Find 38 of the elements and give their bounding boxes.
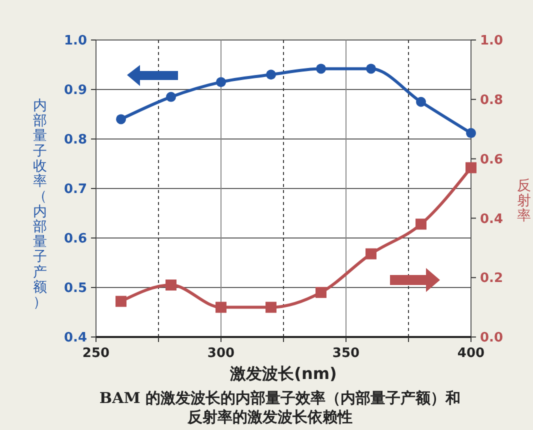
text: 内部量子收率（内部量子产额） bbox=[33, 98, 47, 311]
point bbox=[166, 280, 176, 291]
y-tick-label: 0.8 bbox=[64, 132, 87, 148]
point bbox=[316, 286, 326, 298]
text: 反射率的激发波长依赖性 bbox=[186, 408, 352, 426]
point bbox=[316, 64, 326, 74]
point bbox=[116, 296, 126, 307]
point bbox=[266, 302, 276, 313]
y2-tick-label: 0.2 bbox=[480, 271, 504, 286]
point bbox=[116, 114, 126, 124]
x-tick-label: 350 bbox=[332, 346, 360, 361]
point bbox=[216, 302, 226, 313]
y2-tick-label: 1.0 bbox=[480, 34, 504, 49]
y2-tick-label: 0.8 bbox=[480, 92, 504, 108]
y-tick-label: 0.5 bbox=[64, 281, 87, 296]
point bbox=[266, 70, 276, 80]
y-tick-label: 0.9 bbox=[64, 83, 87, 98]
y-tick-label: 0.4 bbox=[64, 330, 87, 346]
y-tick-label: 0.6 bbox=[64, 232, 87, 247]
point bbox=[366, 64, 376, 74]
text: BAM 的激发波长的内部量子效率（内部量子产额）和 bbox=[99, 389, 461, 407]
point bbox=[416, 96, 426, 107]
x-tick-label: 400 bbox=[457, 346, 485, 361]
point bbox=[366, 248, 376, 260]
point bbox=[216, 77, 226, 88]
x-tick-label: 250 bbox=[82, 346, 110, 361]
point bbox=[466, 162, 476, 174]
point bbox=[166, 92, 176, 102]
x-axis-title: 激发波长(nm) bbox=[229, 364, 337, 383]
point bbox=[416, 218, 426, 230]
y-tick-label: 0.7 bbox=[64, 182, 87, 198]
point bbox=[466, 128, 476, 138]
y2-tick-label: 0.4 bbox=[480, 212, 504, 227]
y2-tick-label: 0.6 bbox=[480, 152, 504, 168]
y2-axis-title: 反射率 bbox=[517, 178, 531, 224]
y2-tick-label: 0.0 bbox=[480, 330, 504, 346]
y-tick-label: 1.0 bbox=[64, 34, 87, 49]
x-tick-label: 300 bbox=[207, 346, 235, 361]
